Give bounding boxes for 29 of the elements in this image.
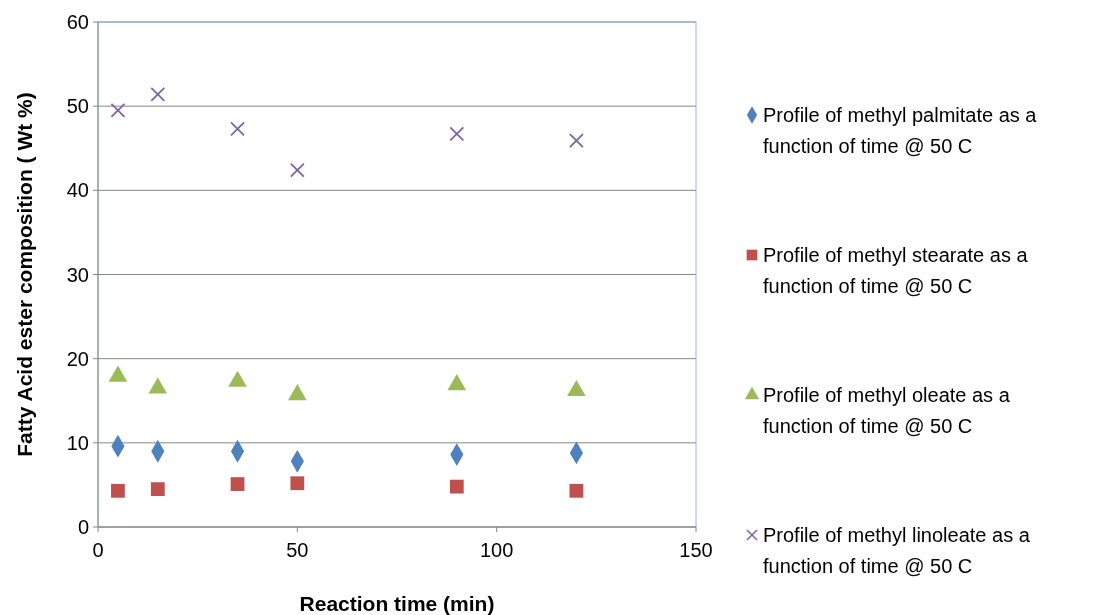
y-tick-label: 50 <box>66 95 89 118</box>
x-tick-label: 50 <box>286 539 309 561</box>
point <box>449 126 465 142</box>
legend-label: Profile of methyl linoleate as a function of time @ 50 C <box>763 524 1031 577</box>
y-tick-label: 40 <box>66 179 89 202</box>
y-tick-label: 20 <box>66 347 89 370</box>
point <box>449 479 464 494</box>
point <box>569 483 584 498</box>
point <box>150 86 166 102</box>
point <box>150 482 165 497</box>
x-tick-label: 0 <box>92 539 104 561</box>
y-axis-title: Fatty Acid ester composition ( Wt %) <box>13 92 36 457</box>
legend-label: Profile of methyl palmitate as a function of time @ 50 C <box>763 104 1038 157</box>
point <box>289 162 305 178</box>
y-tick-label: 0 <box>77 516 89 538</box>
y-tick-label: 30 <box>66 263 89 286</box>
x-tick-label: 100 <box>479 539 514 561</box>
point <box>290 476 305 491</box>
point <box>110 102 126 118</box>
y-tick-label: 10 <box>66 431 89 454</box>
legend-label: Profile of methyl stearate as a function of time @ 50 C <box>763 244 1029 297</box>
legend-label: Profile of methyl oleate as a function of time @ 50 C <box>763 384 1011 437</box>
x-axis-title: Reaction time (min) <box>299 592 495 615</box>
point <box>230 121 245 137</box>
point <box>230 477 245 491</box>
x-tick-label: 150 <box>679 539 713 561</box>
point <box>111 483 125 498</box>
y-tick-label: 60 <box>66 11 89 33</box>
point <box>568 133 584 149</box>
